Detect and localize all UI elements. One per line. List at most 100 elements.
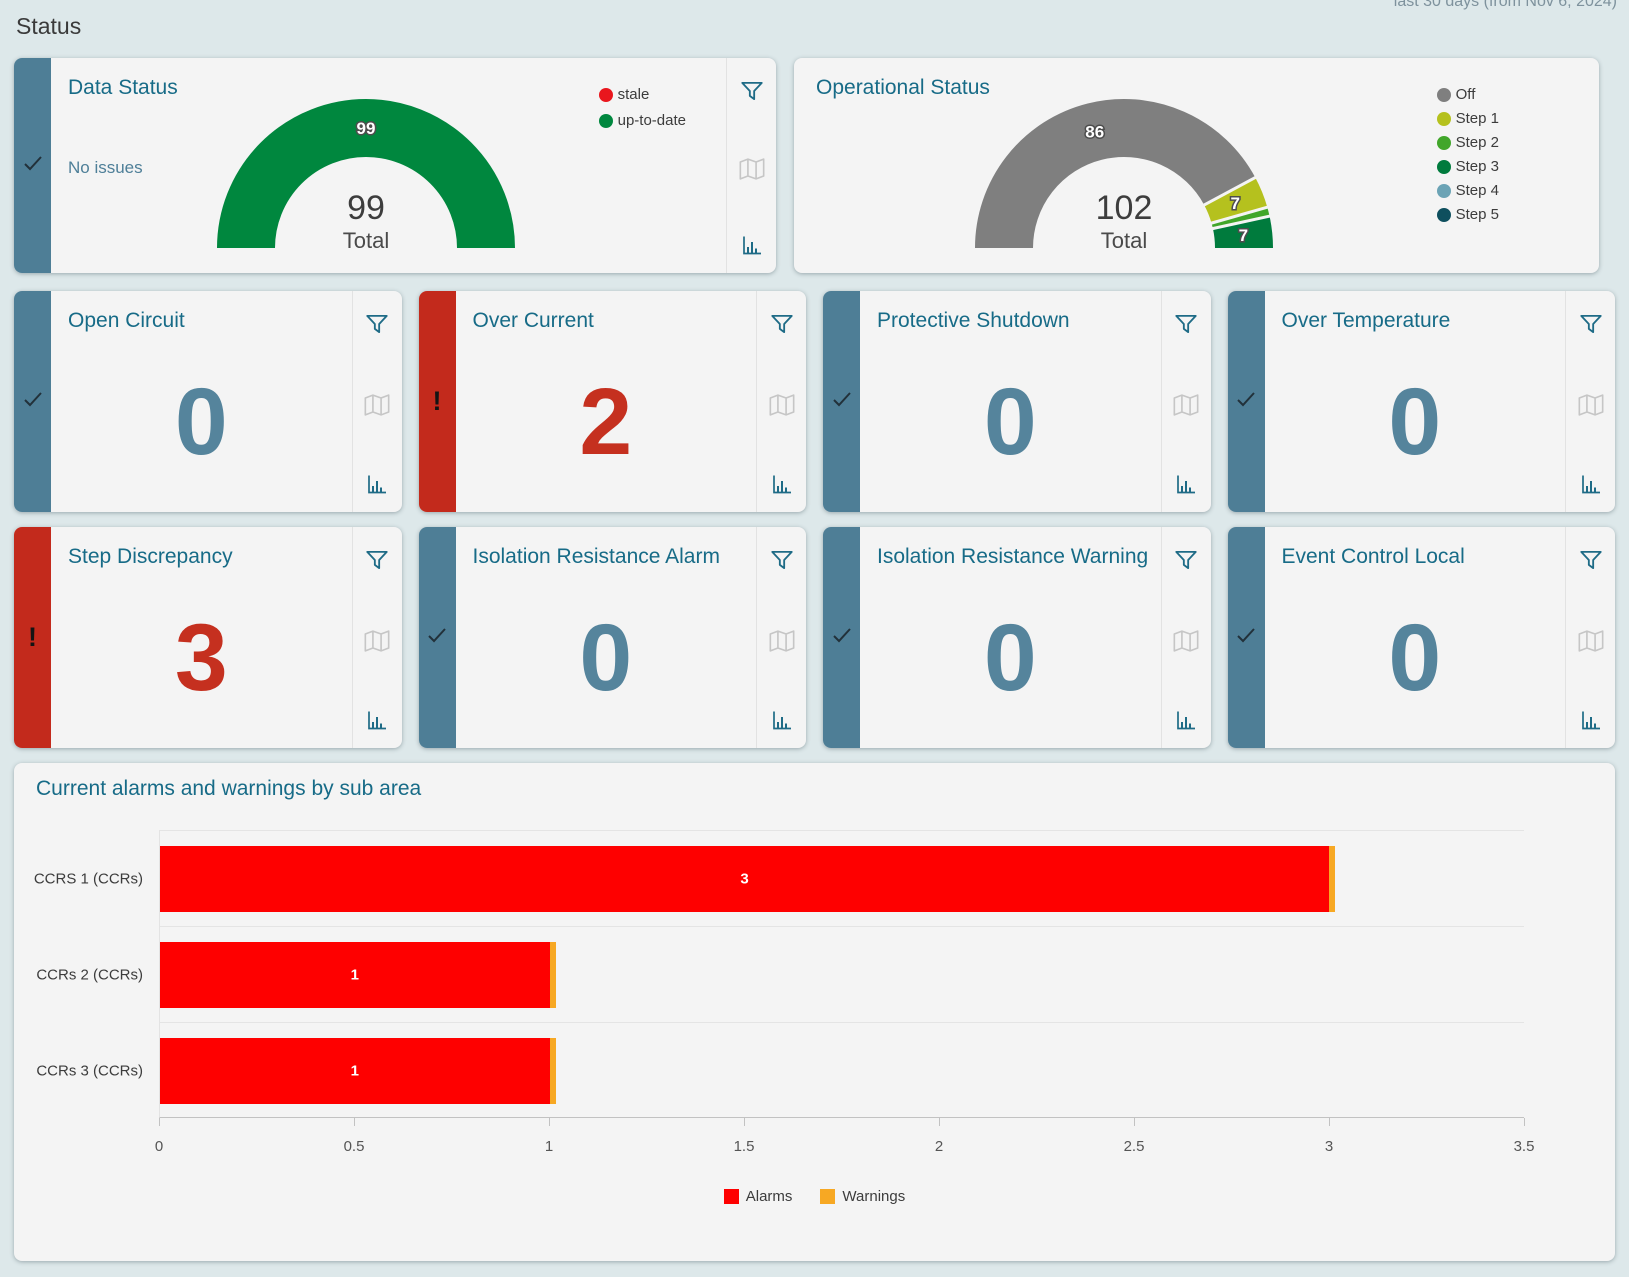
- kpi-card-body: Event Control Local 0: [1265, 527, 1566, 748]
- bar-chart-icon[interactable]: [365, 708, 389, 732]
- map-icon[interactable]: [1577, 391, 1605, 419]
- tick-mark: [354, 1118, 355, 1126]
- status-subtitle: No issues: [68, 158, 143, 177]
- filter-icon[interactable]: [1578, 311, 1604, 337]
- legend-label: Alarms: [745, 1188, 793, 1205]
- tick-label: 3: [1324, 1138, 1334, 1155]
- legend-item: Step 2: [1436, 134, 1499, 151]
- legend-dot: [1436, 183, 1451, 198]
- map-icon[interactable]: [363, 627, 391, 655]
- legend-dot: [1436, 111, 1451, 126]
- filter-icon[interactable]: [364, 547, 390, 573]
- map-icon[interactable]: [768, 391, 796, 419]
- gauge-total-label: Total: [342, 228, 390, 253]
- check-icon: [830, 623, 854, 652]
- filter-icon[interactable]: [364, 311, 390, 337]
- legend-swatch: [820, 1189, 836, 1204]
- bar-chart-icon[interactable]: [1579, 472, 1603, 496]
- map-icon[interactable]: [1577, 627, 1605, 655]
- kpi-value: 2: [579, 369, 633, 475]
- bar-chart-icon[interactable]: [1579, 708, 1603, 732]
- map-icon[interactable]: [1172, 627, 1200, 655]
- alarms-bar[interactable]: 3: [160, 846, 1336, 912]
- bar-value-label: 1: [350, 1062, 360, 1080]
- legend-dot: [598, 113, 613, 128]
- gauge-center: 99 Total: [201, 190, 531, 254]
- data-status-legend: stale up-to-date: [598, 86, 686, 129]
- kpi-value: 0: [1388, 605, 1442, 711]
- kpi-card-title: Isolation Resistance Warning: [877, 545, 1149, 568]
- bar-chart-icon[interactable]: [365, 472, 389, 496]
- kpi-card-body: Open Circuit 0: [51, 291, 352, 512]
- warnings-bar[interactable]: [549, 1038, 556, 1104]
- legend-item: stale: [598, 86, 686, 103]
- legend-item: Step 5: [1436, 206, 1499, 223]
- legend-swatch: [723, 1189, 739, 1204]
- status-stripe: !: [14, 291, 51, 512]
- kpi-card-title: Step Discrepancy: [68, 545, 233, 568]
- filter-icon[interactable]: [769, 547, 795, 573]
- kpi-card-body: Protective Shutdown 0: [860, 291, 1161, 512]
- check-icon: [1234, 387, 1258, 416]
- legend-label: Off: [1455, 86, 1476, 103]
- check-icon: [1234, 623, 1258, 652]
- map-icon[interactable]: [363, 391, 391, 419]
- exclamation-icon: !: [28, 622, 37, 652]
- bar-chart-icon[interactable]: [740, 233, 764, 257]
- gauge-total-value: 102: [1095, 189, 1153, 227]
- map-icon[interactable]: [738, 155, 766, 183]
- filter-icon[interactable]: [1173, 547, 1199, 573]
- tick-label: 1: [544, 1138, 554, 1155]
- kpi-card-body: Step Discrepancy 3: [51, 527, 352, 748]
- bar-chart-icon[interactable]: [1174, 472, 1198, 496]
- tick-label: 2.5: [1123, 1138, 1145, 1155]
- data-status-gauge: 99 99 Total: [201, 88, 531, 260]
- legend-label: up-to-date: [617, 112, 686, 129]
- card-actions: [1160, 527, 1211, 748]
- tick-mark: [1329, 1118, 1330, 1126]
- kpi-value: 0: [1388, 369, 1442, 475]
- status-stripe: !: [14, 58, 51, 273]
- bar-chart-icon[interactable]: [770, 472, 794, 496]
- legend-label: stale: [617, 86, 650, 103]
- alarms-bar[interactable]: 1: [160, 942, 556, 1008]
- warnings-bar[interactable]: [1329, 846, 1336, 912]
- status-stripe: !: [418, 291, 456, 512]
- legend-item: Step 4: [1436, 182, 1499, 199]
- check-icon: [21, 151, 45, 180]
- bar-chart-icon[interactable]: [770, 708, 794, 732]
- check-icon: [830, 387, 854, 416]
- y-axis-label: CCRs 2 (CCRs): [36, 966, 143, 983]
- kpi-card-isolation-resistance-warning: ! Isolation Resistance Warning 0: [823, 527, 1211, 748]
- warnings-bar[interactable]: [549, 942, 556, 1008]
- page-title: Status: [16, 13, 82, 39]
- filter-icon[interactable]: [739, 78, 765, 104]
- tick-mark: [1524, 1118, 1525, 1126]
- alarms-bar[interactable]: 1: [160, 1038, 556, 1104]
- card-actions: [756, 291, 806, 512]
- bar-row: CCRs 2 (CCRs) 1: [36, 926, 1524, 1022]
- kpi-row-2: ! Step Discrepancy 3 ! Isolation Resista…: [14, 527, 1615, 748]
- gauge-segment-label: 7: [1239, 226, 1248, 245]
- legend-label: Step 5: [1455, 206, 1499, 223]
- filter-icon[interactable]: [1173, 311, 1199, 337]
- check-icon: [425, 623, 449, 652]
- kpi-card-isolation-resistance-alarm: ! Isolation Resistance Alarm 0: [418, 527, 806, 748]
- status-stripe: !: [1227, 291, 1265, 512]
- gauge-segment-label: 86: [1085, 123, 1104, 142]
- map-icon[interactable]: [1172, 391, 1200, 419]
- filter-icon[interactable]: [769, 311, 795, 337]
- legend-label: Step 4: [1455, 182, 1499, 199]
- card-actions: [351, 527, 402, 748]
- data-status-body: Data Status No issues 99 99 Total stale u…: [51, 58, 726, 273]
- status-stripe: !: [1227, 527, 1265, 748]
- kpi-value: 0: [579, 605, 633, 711]
- y-axis-label: CCRS 1 (CCRs): [33, 870, 143, 887]
- check-icon: [21, 387, 45, 416]
- legend-item: up-to-date: [598, 112, 686, 129]
- map-icon[interactable]: [768, 627, 796, 655]
- card-actions: [726, 58, 776, 273]
- bar-chart-icon[interactable]: [1174, 708, 1198, 732]
- filter-icon[interactable]: [1578, 547, 1604, 573]
